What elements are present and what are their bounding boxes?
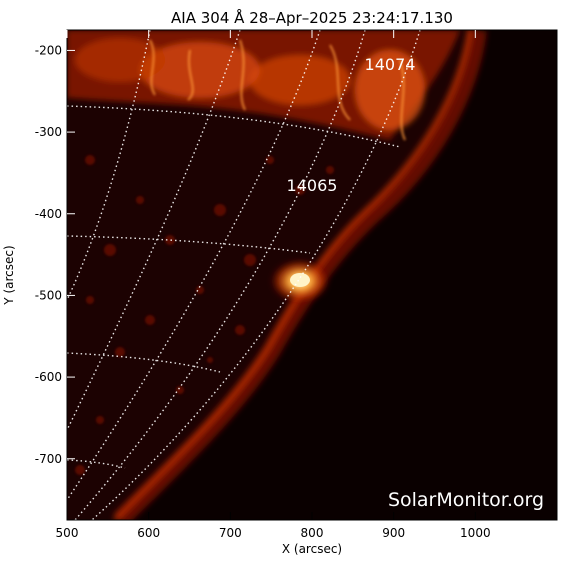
x-axis-label: X (arcsec) (282, 542, 342, 556)
plage-region-upper (67, 30, 460, 140)
watermark: SolarMonitor.org (388, 489, 544, 511)
x-tick-label: 900 (382, 526, 405, 540)
x-tick-label: 600 (137, 526, 160, 540)
x-tick-label: 800 (301, 526, 324, 540)
y-axis-ticks: -200 -300 -400 -500 -600 -700 (35, 43, 75, 466)
ar-label-14074: 14074 (365, 55, 416, 74)
ar-label-14065: 14065 (287, 176, 338, 195)
y-axis-label: Y (arcsec) (2, 245, 16, 305)
plage-strands (149, 39, 406, 141)
y-tick-label: -200 (35, 43, 62, 57)
plot-area (67, 30, 557, 520)
x-tick-label: 500 (56, 526, 79, 540)
x-tick-label: 1000 (460, 526, 491, 540)
y-tick-label: -600 (35, 370, 62, 384)
y-tick-label: -500 (35, 288, 62, 302)
x-tick-label: 700 (219, 526, 242, 540)
y-tick-label: -700 (35, 452, 62, 466)
x-axis-ticks: 500 600 700 800 900 1000 (56, 30, 491, 540)
figure-title: AIA 304 Å 28–Apr–2025 23:24:17.130 (171, 8, 453, 27)
y-tick-label: -400 (35, 207, 62, 221)
heliographic-grid (67, 30, 421, 520)
chromospheric-network (75, 155, 334, 475)
flare-brightening (270, 259, 330, 303)
y-tick-label: -300 (35, 125, 62, 139)
